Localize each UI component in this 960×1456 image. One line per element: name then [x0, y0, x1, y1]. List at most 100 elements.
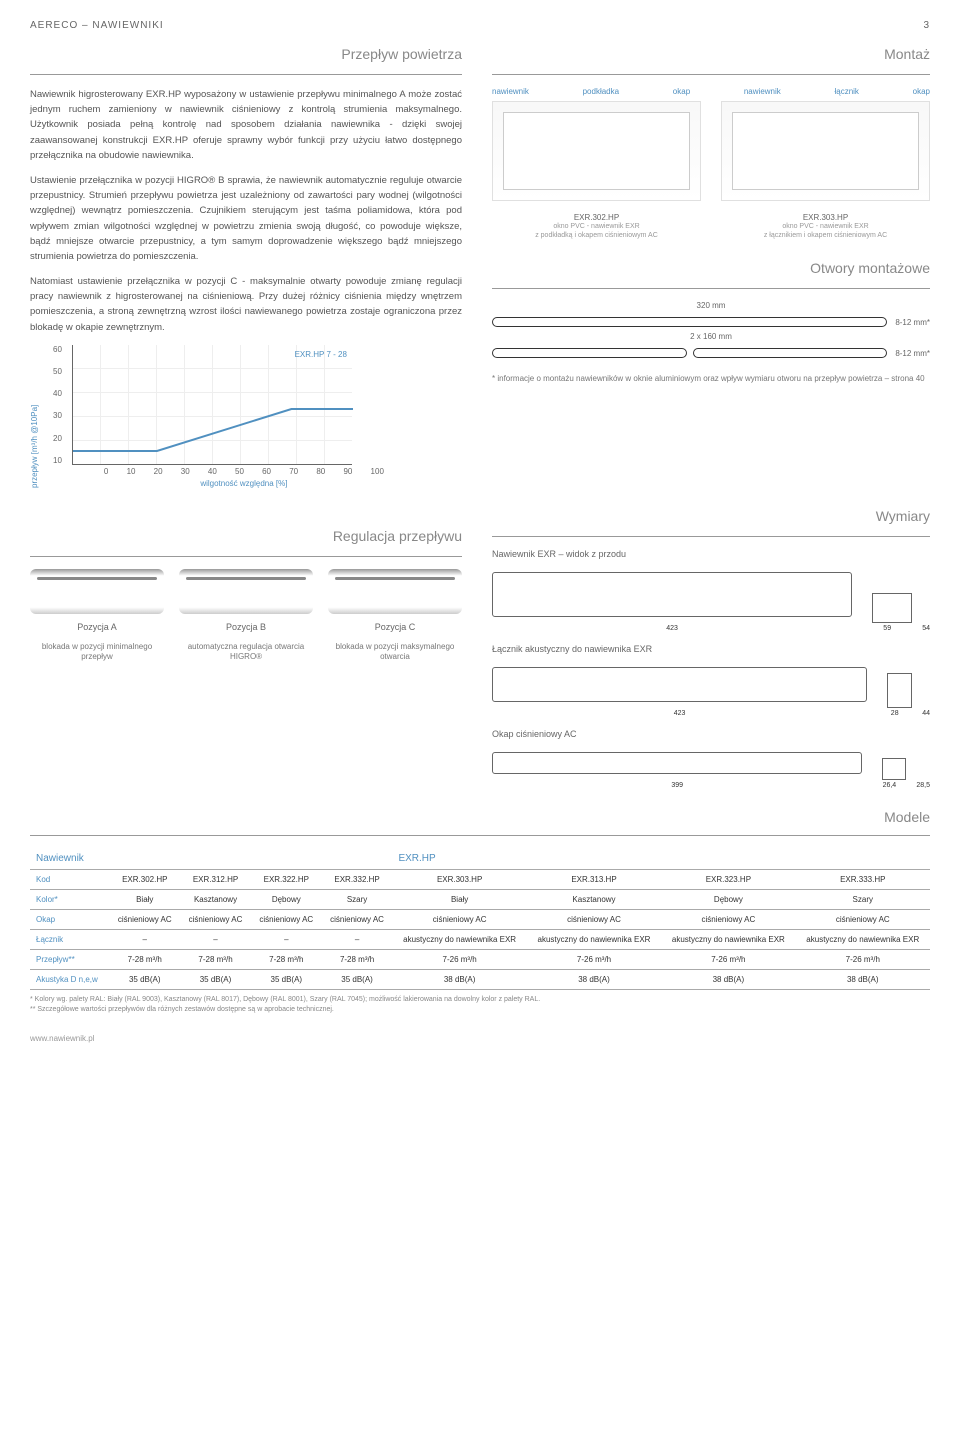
- label: okap: [673, 87, 690, 96]
- ytick: 60: [53, 345, 62, 354]
- cell: ciśnieniowy AC: [251, 909, 322, 929]
- models-foot2: ** Szczegółowe wartości przepływów dla r…: [30, 1005, 930, 1015]
- cell: 35 dB(A): [322, 969, 393, 989]
- cell: 35 dB(A): [109, 969, 180, 989]
- cell: ciśnieniowy AC: [527, 909, 661, 929]
- chart-xticks: 0 10 20 30 40 50 60 70 80 90 100: [104, 467, 384, 476]
- wymiary-sub1: Nawiewnik EXR – widok z przodu: [492, 549, 930, 559]
- xtick: 60: [262, 467, 271, 476]
- airflow-p3: Natomiast ustawienie przełącznika w pozy…: [30, 274, 462, 335]
- slot1-width: 320 mm: [492, 301, 930, 310]
- pos-b: Pozycja B: [179, 622, 313, 632]
- wymiary-sub3: Okap ciśnieniowy AC: [492, 729, 930, 739]
- drawing-okap: [492, 752, 862, 774]
- wymiary-sub2: Łącznik akustyczny do nawiewnika EXR: [492, 644, 930, 654]
- cell: EXR.302.HP: [109, 869, 180, 889]
- models-foot1: * Kolory wg. palety RAL: Biały (RAL 9003…: [30, 995, 930, 1005]
- dim1-s: 59: [862, 625, 912, 632]
- xtick: 30: [181, 467, 190, 476]
- reg-img-b: [179, 569, 313, 614]
- cap-code-l: EXR.302.HP: [492, 213, 701, 222]
- airflow-p1: Nawiewnik higrosterowany EXR.HP wyposażo…: [30, 87, 462, 163]
- cell: EXR.333.HP: [796, 869, 930, 889]
- cell: 7-28 m³/h: [180, 949, 251, 969]
- models-header-l: Nawiewnik: [30, 848, 392, 870]
- cell: EXR.322.HP: [251, 869, 322, 889]
- cell: Szary: [322, 889, 393, 909]
- cell: 7-28 m³/h: [251, 949, 322, 969]
- cell: EXR.332.HP: [322, 869, 393, 889]
- row-key: Okap: [30, 909, 109, 929]
- cell: EXR.323.HP: [661, 869, 795, 889]
- drawing-okap-side: [882, 758, 906, 780]
- airflow-p2: Ustawienie przełącznika w pozycji HIGRO®…: [30, 173, 462, 264]
- slot1: [492, 317, 887, 327]
- ytick: 40: [53, 389, 62, 398]
- xtick: 90: [343, 467, 352, 476]
- ytick: 20: [53, 434, 62, 443]
- cell: EXR.312.HP: [180, 869, 251, 889]
- cell: 35 dB(A): [251, 969, 322, 989]
- cap-code-r: EXR.303.HP: [721, 213, 930, 222]
- cell: 7-26 m³/h: [796, 949, 930, 969]
- diagram-right: [721, 101, 930, 201]
- chart-line: [73, 345, 353, 465]
- cell: 35 dB(A): [180, 969, 251, 989]
- reg-img-c: [328, 569, 462, 614]
- cell: akustyczny do nawiewnika EXR: [661, 929, 795, 949]
- cap-text-r: okno PVC - nawiewnik EXR z łącznikiem i …: [721, 222, 930, 240]
- montage-title: Montaż: [492, 46, 930, 62]
- page-number: 3: [923, 20, 930, 31]
- models-title: Modele: [30, 809, 930, 825]
- diagram-left: [492, 101, 701, 201]
- xtick: 70: [289, 467, 298, 476]
- cell: ciśnieniowy AC: [109, 909, 180, 929]
- drawing-exr: [492, 572, 852, 617]
- slot2b: [693, 348, 888, 358]
- cell: 7-26 m³/h: [392, 949, 526, 969]
- models-table: Nawiewnik EXR.HP KodEXR.302.HPEXR.312.HP…: [30, 848, 930, 990]
- cell: EXR.303.HP: [392, 869, 526, 889]
- chart-xlabel: wilgotność względna [%]: [104, 479, 384, 488]
- holes-note: * informacje o montażu nawiewników w okn…: [492, 373, 930, 384]
- footer-url: www.nawiewnik.pl: [30, 1034, 930, 1043]
- cell: ciśnieniowy AC: [322, 909, 393, 929]
- cell: –: [109, 929, 180, 949]
- slot1-height: 8-12 mm*: [895, 318, 930, 327]
- slot2a: [492, 348, 687, 358]
- pos-a: Pozycja A: [30, 622, 164, 632]
- montage-labels: nawiewnik podkładka okap nawiewnik łączn…: [492, 87, 930, 96]
- cell: –: [180, 929, 251, 949]
- desc-b: automatyczna regulacja otwarcia HIGRO®: [179, 642, 313, 663]
- dim2-w: 423: [492, 710, 867, 717]
- chart-area: EXR.HP 7 - 28: [72, 345, 352, 465]
- cell: 38 dB(A): [527, 969, 661, 989]
- cell: –: [322, 929, 393, 949]
- wymiary-title: Wymiary: [492, 508, 930, 524]
- pos-c: Pozycja C: [328, 622, 462, 632]
- slot2-width: 2 x 160 mm: [492, 332, 930, 341]
- cell: ciśnieniowy AC: [796, 909, 930, 929]
- cell: ciśnieniowy AC: [392, 909, 526, 929]
- row-key: Kod: [30, 869, 109, 889]
- cell: akustyczny do nawiewnika EXR: [527, 929, 661, 949]
- cell: ciśnieniowy AC: [661, 909, 795, 929]
- row-key: Łącznik: [30, 929, 109, 949]
- drawing-lacznik: [492, 667, 867, 702]
- label: nawiewnik: [492, 87, 529, 96]
- dim2-h: 44: [922, 710, 930, 717]
- cell: 7-28 m³/h: [109, 949, 180, 969]
- regulation-title: Regulacja przepływu: [30, 528, 462, 544]
- cap-text-l: okno PVC - nawiewnik EXR z podkładką i o…: [492, 222, 701, 240]
- slot2-height: 8-12 mm*: [895, 349, 930, 358]
- drawing-exr-side: [872, 593, 912, 623]
- cell: Dębowy: [661, 889, 795, 909]
- cell: 38 dB(A): [796, 969, 930, 989]
- cell: Kasztanowy: [527, 889, 661, 909]
- xtick: 100: [371, 467, 384, 476]
- cell: 7-28 m³/h: [322, 949, 393, 969]
- cell: Szary: [796, 889, 930, 909]
- row-key: Akustyka D n,e,w: [30, 969, 109, 989]
- label: okap: [913, 87, 930, 96]
- dim3-w: 399: [492, 782, 862, 789]
